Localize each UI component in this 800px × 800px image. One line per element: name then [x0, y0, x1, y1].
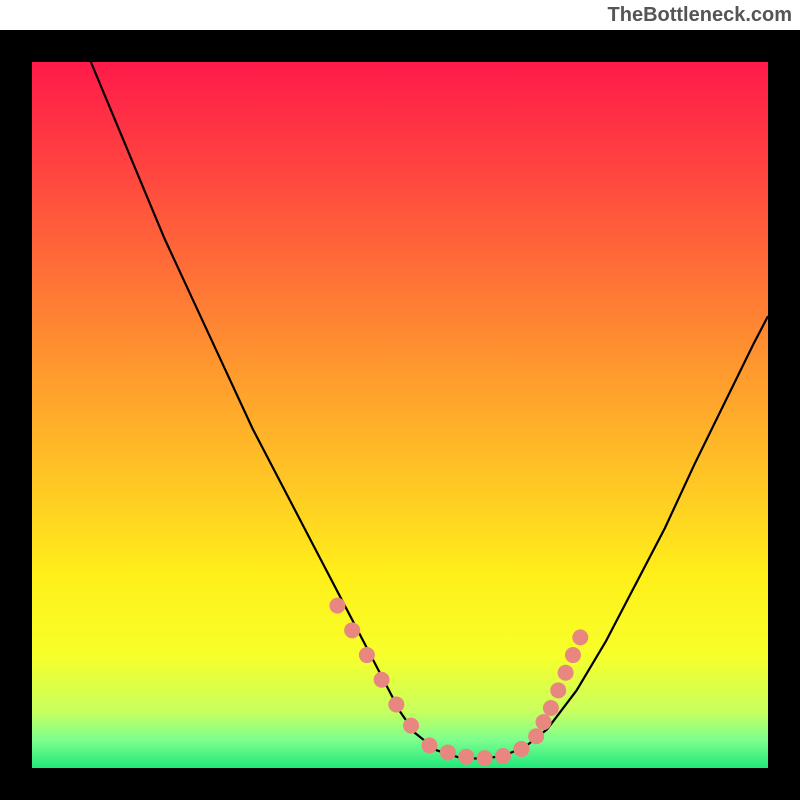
- marker-dot: [565, 647, 581, 663]
- marker-dot: [440, 744, 456, 760]
- watermark-text: TheBottleneck.com: [608, 4, 792, 27]
- marker-dot: [403, 718, 419, 734]
- marker-dot: [543, 700, 559, 716]
- marker-dot: [536, 714, 552, 730]
- bottleneck-curve: [91, 62, 768, 759]
- marker-dot: [495, 748, 511, 764]
- marker-dot: [528, 728, 544, 744]
- chart-plot-area: [32, 62, 768, 768]
- marker-dot: [329, 598, 345, 614]
- marker-dot: [344, 622, 360, 638]
- marker-dot: [550, 682, 566, 698]
- marker-dot: [572, 629, 588, 645]
- marker-dot: [458, 749, 474, 765]
- marker-dot: [388, 696, 404, 712]
- bottleneck-curve-svg: [32, 62, 768, 768]
- chart-outer-frame: [0, 30, 800, 800]
- markers-left-group: [329, 598, 419, 734]
- marker-dot: [477, 750, 493, 766]
- marker-dot: [374, 672, 390, 688]
- marker-dot: [558, 665, 574, 681]
- marker-dot: [359, 647, 375, 663]
- marker-dot: [421, 737, 437, 753]
- marker-dot: [513, 741, 529, 757]
